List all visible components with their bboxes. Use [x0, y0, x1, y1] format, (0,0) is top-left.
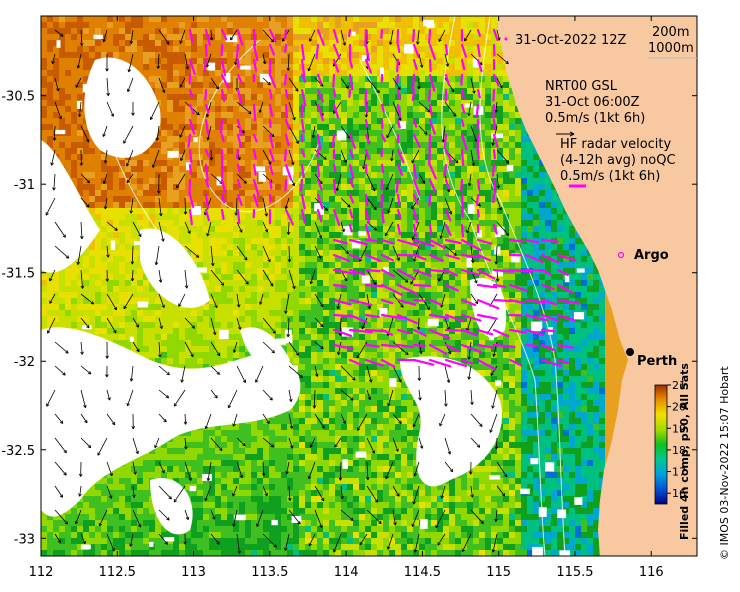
y-axis: -30.5 -31 -31.5 -32 -32.5 -33 [1, 90, 697, 547]
x-tick-label: 112 [29, 565, 54, 580]
radar-avg: (4-12h avg) noQC [560, 153, 676, 168]
perth-label: Perth [637, 354, 677, 369]
x-axis: 112 112.5 113 113.5 114 114.5 115 115.5 116 [29, 16, 664, 580]
credit-label: © IMOS 03-Nov-2022 15:07 Hobart [718, 366, 731, 560]
colorbar-label: Filled 4h comp, p50, All Sats [678, 363, 691, 540]
x-tick-label: 114 [334, 565, 359, 580]
gsl-time: 31-Oct 06:00Z [545, 95, 640, 110]
x-tick-label: 114.5 [404, 565, 441, 580]
isobath-200-label: 200m [652, 25, 689, 40]
colorbar-ticks: 21 20 19 18 17 16 [667, 379, 686, 500]
isobath-1000-label: 1000m [648, 41, 694, 56]
colorbar [654, 384, 668, 505]
colorbar-tick-label: 17 [672, 466, 686, 479]
x-tick-label: 115.5 [556, 565, 593, 580]
y-tick-label: -31.5 [1, 267, 35, 282]
land-mass [497, 16, 697, 556]
y-tick-label: -31 [14, 178, 35, 193]
argo-label: Argo [634, 248, 669, 263]
plot-frame [40, 15, 698, 557]
gsl-title: NRT00 GSL [545, 79, 618, 94]
argo-marker-icon [617, 251, 625, 259]
x-tick-label: 116 [639, 565, 664, 580]
date-label: 31-Oct-2022 12Z [515, 33, 627, 48]
y-tick-label: -30.5 [1, 90, 35, 105]
x-tick-label: 113 [181, 565, 206, 580]
colorbar-tick-label: 19 [672, 422, 686, 435]
colorbar-tick-label: 20 [672, 401, 686, 414]
y-tick-label: -33 [14, 532, 35, 547]
radar-title: HF radar velocity [560, 137, 672, 152]
isobath-contours [98, 16, 566, 556]
gsl-scale: 0.5m/s (1kt 6h) [545, 111, 645, 126]
colorbar-tick-label: 18 [672, 444, 686, 457]
x-tick-label: 112.5 [99, 565, 136, 580]
date-marker-icon [504, 37, 508, 41]
y-tick-label: -32 [14, 355, 35, 370]
colorbar-tick-label: 21 [672, 379, 686, 392]
colorbar-tick-label: 16 [672, 487, 686, 500]
radar-scale: 0.5m/s (1kt 6h) [560, 169, 660, 184]
hf-radar-arrows [187, 28, 581, 371]
perth-marker-icon [626, 348, 634, 356]
x-tick-label: 115 [486, 565, 511, 580]
y-tick-label: -32.5 [1, 444, 35, 459]
x-tick-label: 113.5 [251, 565, 288, 580]
